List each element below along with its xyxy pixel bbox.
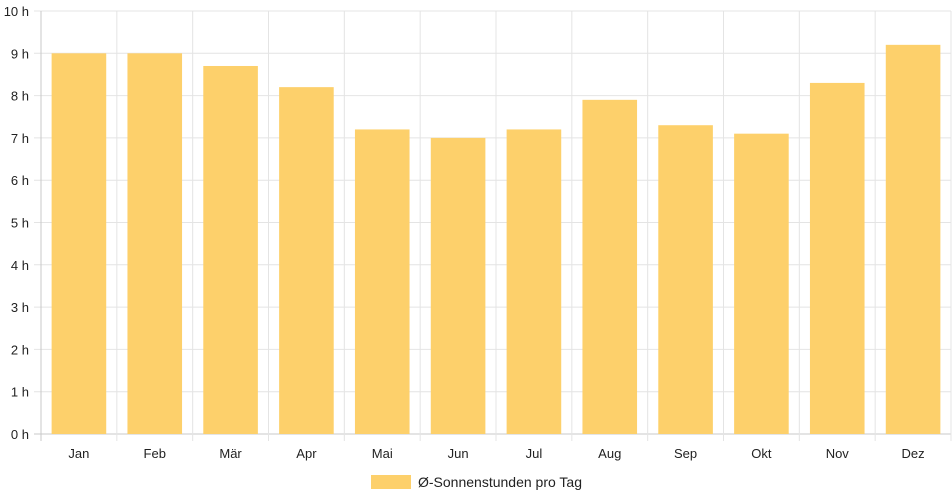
- y-tick-label: 2 h: [11, 342, 29, 357]
- legend-swatch: [371, 475, 411, 489]
- x-tick-label: Nov: [826, 446, 850, 461]
- y-tick-label: 1 h: [11, 385, 29, 400]
- y-tick-label: 7 h: [11, 131, 29, 146]
- bar[interactable]: [582, 99, 638, 434]
- y-tick-label: 9 h: [11, 46, 29, 61]
- y-tick-label: 8 h: [11, 89, 29, 104]
- x-tick-label: Sep: [674, 446, 697, 461]
- bar[interactable]: [658, 125, 713, 435]
- bar[interactable]: [203, 65, 258, 435]
- x-tick-label: Apr: [296, 446, 317, 461]
- bar[interactable]: [279, 87, 334, 434]
- y-tick-label: 10 h: [4, 4, 29, 19]
- bars: [51, 44, 941, 435]
- bar[interactable]: [506, 129, 562, 434]
- bar[interactable]: [354, 129, 410, 434]
- grid-lines: [34, 10, 952, 441]
- bar[interactable]: [734, 133, 789, 435]
- y-tick-label: 5 h: [11, 216, 29, 231]
- bar[interactable]: [127, 53, 183, 435]
- bar[interactable]: [430, 137, 486, 434]
- x-tick-label: Feb: [144, 446, 166, 461]
- x-axis: Jan Feb Mär Apr Mai Jun Jul Aug Sep Okt Nov Dez: [68, 446, 924, 461]
- y-tick-label: 3 h: [11, 300, 29, 315]
- legend[interactable]: Ø-Sonnenstunden pro Tag: [371, 474, 582, 490]
- y-tick-label: 6 h: [11, 173, 29, 188]
- x-tick-label: Mai: [372, 446, 393, 461]
- bar[interactable]: [885, 44, 941, 435]
- y-tick-label: 0 h: [11, 427, 29, 442]
- bar[interactable]: [809, 82, 865, 434]
- x-tick-label: Aug: [598, 446, 621, 461]
- x-tick-label: Jul: [526, 446, 543, 461]
- legend-label: Ø-Sonnenstunden pro Tag: [418, 474, 582, 490]
- x-tick-label: Jun: [448, 446, 469, 461]
- x-tick-label: Jan: [68, 446, 89, 461]
- y-tick-label: 4 h: [11, 258, 29, 273]
- x-tick-label: Mär: [219, 446, 242, 461]
- bar[interactable]: [51, 53, 107, 435]
- y-axis: 0 h 1 h 2 h 3 h 4 h 5 h 6 h 7 h 8 h 9 h 10 h: [4, 4, 29, 442]
- x-tick-label: Okt: [751, 446, 772, 461]
- x-tick-label: Dez: [902, 446, 925, 461]
